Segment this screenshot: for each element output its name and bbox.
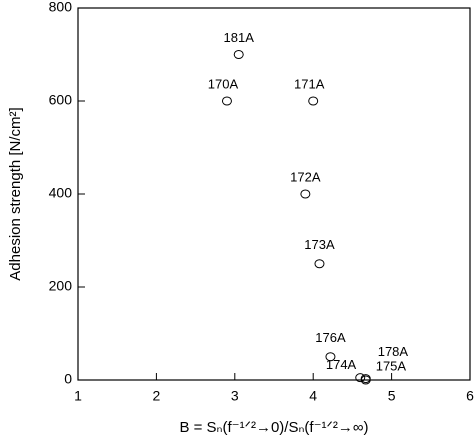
x-tick-label: 1	[74, 388, 82, 404]
y-axis-label: Adhesion strength [N/cm²]	[7, 107, 24, 280]
y-tick-label: 800	[49, 0, 73, 15]
x-tick-label: 4	[309, 388, 317, 404]
x-tick-label: 2	[153, 388, 161, 404]
point-label: 175A	[376, 358, 407, 373]
point	[360, 375, 371, 385]
y-tick-label: 400	[49, 185, 73, 201]
point-label: 178A	[378, 344, 409, 359]
point-label: 176A	[315, 330, 346, 345]
y-tick-label: 0	[64, 371, 72, 387]
x-tick-label: 6	[466, 388, 474, 404]
point	[233, 50, 244, 59]
point	[314, 259, 325, 269]
point-label: 181A	[224, 30, 255, 45]
x-tick-label: 5	[388, 388, 396, 404]
y-tick-label: 600	[49, 92, 73, 108]
point-label: 173A	[304, 237, 335, 252]
x-axis-label: B = Sₙ(f⁻¹ᐟ²→0)/Sₙ(f⁻¹ᐟ²→∞)	[179, 419, 368, 436]
x-tick-label: 3	[231, 388, 239, 404]
point	[308, 96, 319, 106]
point	[355, 373, 366, 383]
plot-frame	[77, 7, 471, 381]
point	[300, 189, 311, 199]
point-label: 174A	[326, 357, 357, 372]
point-label: 172A	[290, 169, 321, 184]
point	[325, 352, 336, 362]
y-tick-label: 200	[49, 278, 73, 294]
point	[221, 96, 232, 106]
point-label: 170A	[208, 76, 239, 91]
point-label: 171A	[294, 76, 325, 91]
